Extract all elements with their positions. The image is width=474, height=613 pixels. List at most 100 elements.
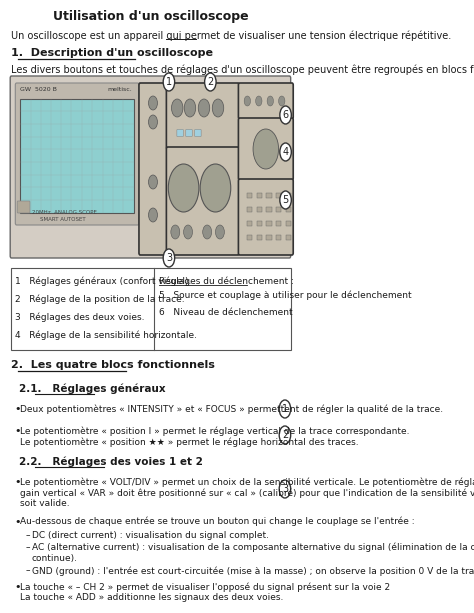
Text: 20MHz  ANALOG SCOPE: 20MHz ANALOG SCOPE	[32, 210, 97, 215]
Circle shape	[216, 225, 224, 239]
Circle shape	[280, 143, 292, 161]
Text: –: –	[26, 543, 30, 552]
Text: Un oscilloscope est un appareil qui permet de visualiser une tension électrique : Un oscilloscope est un appareil qui perm…	[11, 30, 452, 40]
FancyBboxPatch shape	[238, 83, 293, 119]
Text: •: •	[14, 404, 20, 414]
FancyBboxPatch shape	[247, 193, 253, 198]
Text: gain vertical « VAR » doit être positionné sur « cal » (calibré) pour que l'indi: gain vertical « VAR » doit être position…	[20, 488, 474, 498]
FancyBboxPatch shape	[17, 201, 30, 213]
FancyBboxPatch shape	[247, 221, 253, 226]
Text: •: •	[14, 517, 20, 527]
FancyBboxPatch shape	[20, 99, 134, 213]
Text: 2: 2	[282, 430, 288, 440]
Text: GND (ground) : l'entrée est court-circuitée (mise à la masse) ; on observe la po: GND (ground) : l'entrée est court-circui…	[32, 566, 474, 576]
Circle shape	[279, 96, 285, 106]
Text: AC (alternative current) : visualisation de la composante alternative du signal : AC (alternative current) : visualisation…	[32, 543, 474, 552]
FancyBboxPatch shape	[186, 129, 192, 137]
Text: 2.1.   Réglages généraux: 2.1. Réglages généraux	[19, 383, 166, 394]
FancyBboxPatch shape	[139, 83, 167, 255]
FancyBboxPatch shape	[11, 268, 291, 350]
Circle shape	[205, 73, 216, 91]
Text: GW  5020 B: GW 5020 B	[20, 87, 57, 92]
Circle shape	[171, 225, 180, 239]
FancyBboxPatch shape	[285, 207, 291, 212]
FancyBboxPatch shape	[257, 235, 262, 240]
Circle shape	[148, 115, 157, 129]
FancyBboxPatch shape	[195, 129, 201, 137]
Circle shape	[212, 99, 224, 117]
FancyBboxPatch shape	[247, 235, 253, 240]
Text: 2.2.   Réglages des voies 1 et 2: 2.2. Réglages des voies 1 et 2	[19, 456, 203, 466]
FancyBboxPatch shape	[276, 193, 281, 198]
Circle shape	[148, 175, 157, 189]
FancyBboxPatch shape	[285, 193, 291, 198]
Text: 3: 3	[166, 253, 172, 263]
Text: 1: 1	[282, 404, 288, 414]
Text: 6   Niveau de déclenchement: 6 Niveau de déclenchement	[159, 308, 293, 317]
Text: 2: 2	[207, 77, 213, 87]
Circle shape	[184, 99, 196, 117]
Circle shape	[244, 96, 251, 106]
FancyBboxPatch shape	[15, 83, 139, 225]
Circle shape	[168, 164, 199, 212]
Text: •: •	[14, 477, 20, 487]
Circle shape	[255, 96, 262, 106]
Circle shape	[198, 99, 210, 117]
FancyBboxPatch shape	[257, 221, 262, 226]
FancyBboxPatch shape	[166, 147, 239, 255]
Circle shape	[163, 73, 174, 91]
Text: Utilisation d'un oscilloscope: Utilisation d'un oscilloscope	[53, 10, 249, 23]
Text: Le potentiomètre « position ★★ » permet le réglage horizontal des traces.: Le potentiomètre « position ★★ » permet …	[20, 437, 359, 446]
Circle shape	[280, 106, 292, 124]
Text: 6: 6	[283, 110, 289, 120]
Text: –: –	[26, 566, 30, 575]
Text: continue).: continue).	[32, 554, 78, 563]
Text: 4: 4	[283, 147, 289, 157]
Circle shape	[183, 225, 192, 239]
Text: –: –	[26, 531, 30, 540]
Text: •: •	[14, 426, 20, 436]
Circle shape	[200, 164, 231, 212]
FancyBboxPatch shape	[266, 221, 272, 226]
Text: meltisc.: meltisc.	[107, 87, 132, 92]
Circle shape	[279, 400, 291, 418]
Text: Le potentiomètre « VOLT/DIV » permet un choix de la sensibilité verticale. Le po: Le potentiomètre « VOLT/DIV » permet un …	[20, 477, 474, 487]
FancyBboxPatch shape	[285, 221, 291, 226]
FancyBboxPatch shape	[266, 207, 272, 212]
Text: La touche « ADD » additionne les signaux des deux voies.: La touche « ADD » additionne les signaux…	[20, 593, 284, 602]
FancyBboxPatch shape	[166, 83, 239, 149]
Text: soit valide.: soit valide.	[20, 499, 70, 508]
Circle shape	[280, 191, 292, 209]
FancyBboxPatch shape	[238, 179, 293, 255]
Circle shape	[148, 208, 157, 222]
Text: Le potentiomètre « position I » permet le réglage vertical de la trace correspon: Le potentiomètre « position I » permet l…	[20, 426, 410, 435]
Text: Deux potentiomètres « INTENSITY » et « FOCUS » permettent de régler la qualité d: Deux potentiomètres « INTENSITY » et « F…	[20, 404, 444, 414]
Text: DC (direct current) : visualisation du signal complet.: DC (direct current) : visualisation du s…	[32, 531, 269, 540]
Text: Au-dessous de chaque entrée se trouve un bouton qui change le couplage se l'entr: Au-dessous de chaque entrée se trouve un…	[20, 517, 415, 527]
Text: Les divers boutons et touches de réglages d'un oscilloscope peuvent être regroup: Les divers boutons et touches de réglage…	[11, 64, 474, 75]
Text: 2.  Les quatre blocs fonctionnels: 2. Les quatre blocs fonctionnels	[11, 360, 215, 370]
Text: La touche « – CH 2 » permet de visualiser l'opposé du signal présent sur la voie: La touche « – CH 2 » permet de visualise…	[20, 582, 391, 592]
Text: 5: 5	[283, 195, 289, 205]
FancyBboxPatch shape	[276, 207, 281, 212]
FancyBboxPatch shape	[276, 235, 281, 240]
Circle shape	[172, 99, 183, 117]
Text: 1.  Description d'un oscilloscope: 1. Description d'un oscilloscope	[11, 48, 213, 58]
Text: •: •	[14, 582, 20, 592]
Circle shape	[148, 96, 157, 110]
Text: 5   Source et couplage à utiliser pour le déclenchement: 5 Source et couplage à utiliser pour le …	[159, 290, 412, 300]
FancyBboxPatch shape	[238, 118, 293, 180]
FancyBboxPatch shape	[266, 193, 272, 198]
Text: 3: 3	[282, 484, 288, 494]
FancyBboxPatch shape	[276, 221, 281, 226]
Circle shape	[267, 96, 273, 106]
FancyBboxPatch shape	[285, 235, 291, 240]
Circle shape	[203, 225, 211, 239]
Text: 2   Réglage de la position de la trace.: 2 Réglage de la position de la trace.	[15, 294, 185, 303]
Text: Réglages du déclenchement :: Réglages du déclenchement :	[159, 276, 294, 286]
Circle shape	[163, 249, 174, 267]
Text: 1: 1	[166, 77, 172, 87]
Text: 4   Réglage de la sensibilité horizontale.: 4 Réglage de la sensibilité horizontale.	[15, 330, 197, 340]
FancyBboxPatch shape	[266, 235, 272, 240]
FancyBboxPatch shape	[177, 129, 183, 137]
